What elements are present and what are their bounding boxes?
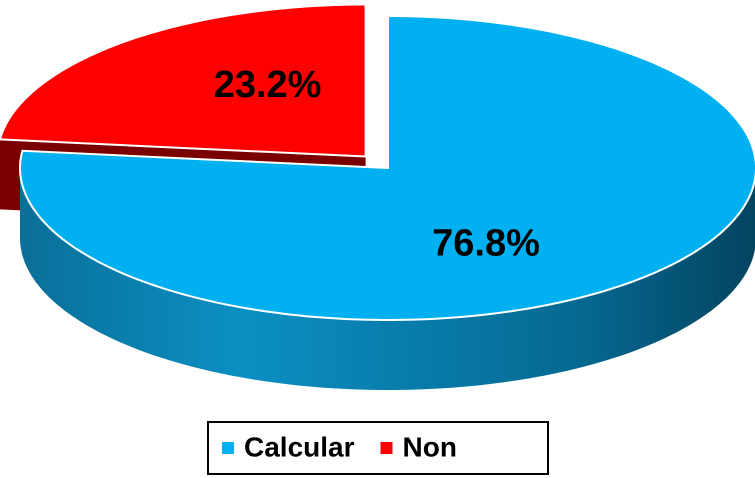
legend-label: Calcular <box>244 431 355 462</box>
pie-slice <box>0 3 367 158</box>
value-label: 76.8% <box>432 223 540 265</box>
legend-swatch <box>380 442 393 454</box>
legend-label: Non <box>403 431 457 462</box>
slice-side <box>20 168 755 390</box>
pie-slice <box>19 15 755 321</box>
legend-swatch <box>222 442 234 454</box>
legend-box <box>207 421 549 475</box>
value-label: 23.2% <box>214 64 322 106</box>
